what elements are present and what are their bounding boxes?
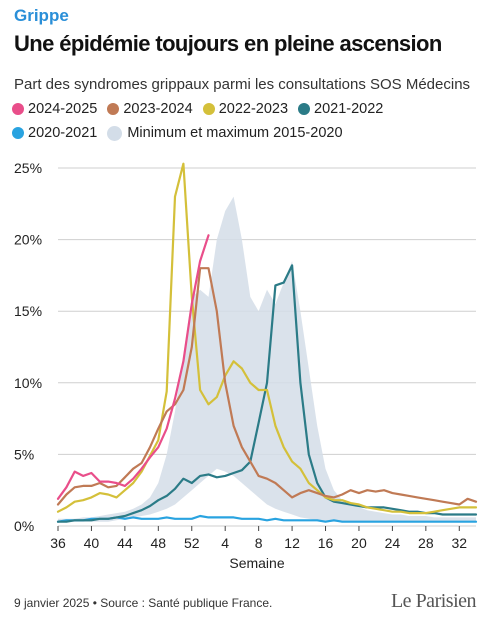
x-tick-label: 28 bbox=[418, 535, 434, 551]
x-tick-label: 8 bbox=[255, 535, 263, 551]
legend-item-2022-2023: 2022-2023 bbox=[202, 101, 289, 117]
x-tick-label: 12 bbox=[284, 535, 300, 551]
legend-label: 2022-2023 bbox=[218, 101, 289, 117]
le-parisien-logo: Le Parisien bbox=[390, 590, 477, 612]
legend-item-min-max-band: Minimum et maximum 2015-2020 bbox=[107, 125, 343, 141]
x-tick-label: 36 bbox=[50, 535, 66, 551]
x-tick-label: 16 bbox=[318, 535, 334, 551]
x-tick-label: 40 bbox=[84, 535, 100, 551]
source-note: 9 janvier 2025 • Source : Santé publique… bbox=[14, 596, 273, 610]
y-tick-label: 0% bbox=[14, 518, 34, 534]
legend-item-2020-2021: 2020-2021 bbox=[12, 125, 97, 141]
y-tick-label: 25% bbox=[14, 160, 42, 176]
y-tick-label: 10% bbox=[14, 375, 42, 391]
y-tick-label: 20% bbox=[14, 232, 42, 248]
series-line-2023-2024 bbox=[56, 267, 478, 506]
y-tick-label: 15% bbox=[14, 303, 42, 319]
legend-label: 2021-2022 bbox=[314, 101, 384, 117]
legend-label: Minimum et maximum 2015-2020 bbox=[127, 125, 343, 141]
legend-label: 2020-2021 bbox=[28, 125, 98, 141]
series-line-2024-2025 bbox=[56, 234, 210, 500]
legend-swatch bbox=[202, 103, 215, 115]
legend: 2024-2025 2023-2024 2022-2023 2021-2022 … bbox=[12, 101, 484, 141]
x-axis-label: Semaine bbox=[229, 555, 284, 571]
kicker: Grippe bbox=[14, 6, 69, 25]
x-tick-label: 4 bbox=[221, 535, 229, 551]
x-tick-label: 24 bbox=[385, 535, 401, 551]
y-tick-label: 5% bbox=[14, 446, 34, 462]
legend-swatch bbox=[298, 103, 311, 115]
chart-subtitle: Part des syndromes grippaux parmi les co… bbox=[14, 76, 471, 93]
legend-swatch bbox=[12, 103, 24, 115]
x-tick-label: 52 bbox=[184, 535, 200, 551]
min-max-band bbox=[58, 196, 476, 522]
legend-swatch bbox=[107, 125, 123, 141]
legend-label: 2024-2025 bbox=[28, 101, 98, 117]
legend-swatch bbox=[12, 127, 24, 139]
series-line-2022-2023 bbox=[56, 162, 478, 515]
x-tick-label: 32 bbox=[451, 535, 467, 551]
x-tick-label: 44 bbox=[117, 535, 133, 551]
legend-swatch bbox=[107, 103, 120, 115]
x-tick-label: 48 bbox=[151, 535, 167, 551]
legend-label: 2023-2024 bbox=[123, 101, 193, 117]
legend-item-2024-2025: 2024-2025 bbox=[12, 101, 97, 117]
legend-item-2021-2022: 2021-2022 bbox=[298, 101, 383, 117]
x-tick-label: 20 bbox=[351, 535, 367, 551]
page-title: Une épidémie toujours en pleine ascensio… bbox=[14, 31, 442, 56]
series-line-2021-2022 bbox=[56, 264, 478, 523]
line-chart: 0%5%10%15%20%25%36 40 44 48 52 4 8 12 16 20 24 28 32… bbox=[14, 160, 478, 571]
legend-item-2023-2024: 2023-2024 bbox=[107, 101, 193, 117]
series-line-2020-2021 bbox=[56, 514, 478, 523]
